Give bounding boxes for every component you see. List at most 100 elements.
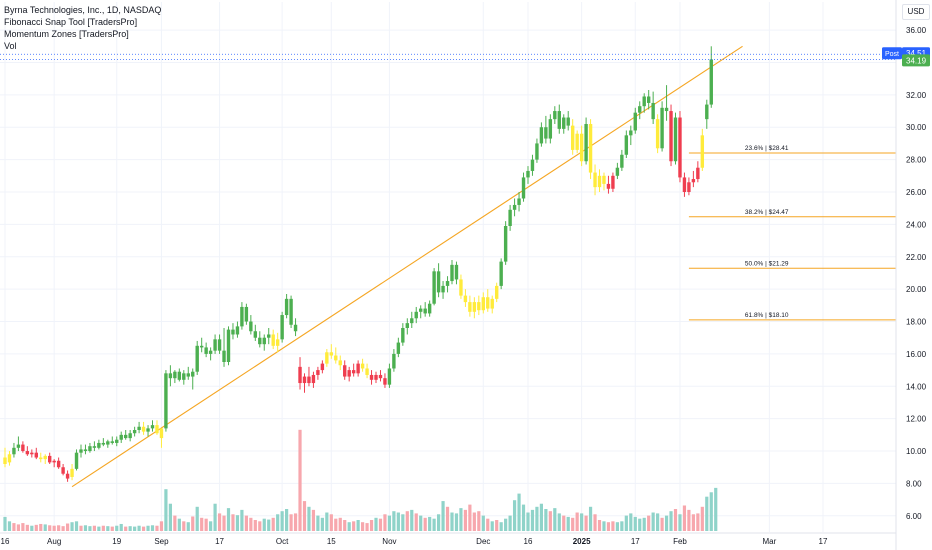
candle-body bbox=[414, 311, 418, 319]
fibonacci-levels: 23.6% | $28.41 38.2% | $24.47 50.0% | $21.… bbox=[688, 145, 896, 321]
volume-bar bbox=[57, 525, 61, 531]
volume-bar bbox=[61, 526, 65, 531]
candle-body bbox=[70, 468, 74, 477]
volume-bar bbox=[25, 524, 29, 531]
volume-bar bbox=[316, 515, 320, 531]
x-tick-label: 19 bbox=[112, 537, 121, 546]
volume-bar bbox=[387, 515, 392, 531]
x-tick-label: 17 bbox=[215, 537, 224, 546]
volume-bar bbox=[155, 525, 159, 531]
candle-body bbox=[43, 455, 47, 460]
volume-bar bbox=[244, 515, 248, 531]
candle-body bbox=[624, 135, 629, 155]
candle-body bbox=[481, 297, 485, 311]
candle-body bbox=[262, 337, 266, 345]
candle-body bbox=[477, 302, 481, 311]
volume-bar bbox=[267, 519, 271, 531]
candle-body bbox=[351, 370, 356, 374]
candle-body bbox=[267, 334, 271, 338]
volume-bar bbox=[276, 514, 280, 531]
volume-bar bbox=[34, 524, 38, 531]
candle-body bbox=[387, 368, 392, 385]
volume-bar bbox=[124, 526, 128, 531]
volume-bar bbox=[557, 513, 561, 531]
candle-body bbox=[383, 378, 387, 385]
x-tick-label: Sep bbox=[154, 537, 169, 546]
candle-body bbox=[588, 124, 593, 173]
candle-body bbox=[325, 352, 329, 364]
candle-body bbox=[293, 324, 298, 332]
volume-bar bbox=[459, 508, 463, 531]
y-tick-label: 6.00 bbox=[906, 512, 922, 521]
indicator-volume[interactable]: Vol bbox=[4, 41, 17, 51]
volume-bar bbox=[602, 521, 606, 531]
x-tick-label: Oct bbox=[276, 537, 289, 546]
x-tick-label: 17 bbox=[819, 537, 828, 546]
volume-bar bbox=[687, 509, 691, 531]
candle-body bbox=[12, 447, 16, 455]
indicator-momentum[interactable]: Momentum Zones [TradersPro] bbox=[4, 29, 129, 39]
candle-body bbox=[34, 452, 38, 458]
volume-bar bbox=[164, 489, 168, 531]
volume-bar bbox=[168, 503, 172, 531]
candle-body bbox=[508, 209, 512, 226]
volume-bar bbox=[530, 509, 535, 531]
volume-bar bbox=[629, 513, 633, 531]
candle-body bbox=[392, 353, 396, 369]
volume-bar bbox=[347, 522, 351, 531]
volume-bar bbox=[468, 504, 472, 531]
candle-body bbox=[593, 172, 597, 188]
candle-body bbox=[132, 430, 137, 434]
candle-body bbox=[503, 226, 508, 262]
reference-lines bbox=[0, 53, 896, 60]
volume-bar bbox=[329, 514, 333, 531]
candle-body bbox=[423, 308, 427, 314]
trend-line-layer[interactable] bbox=[71, 45, 743, 488]
candle-body bbox=[338, 360, 342, 366]
chart-title[interactable]: Byrna Technologies, Inc., 1D, NASDAQ bbox=[4, 5, 162, 15]
candle-body bbox=[664, 107, 669, 112]
y-tick-label: 22.00 bbox=[906, 253, 927, 262]
volume-bar bbox=[30, 525, 34, 531]
volume-bar bbox=[356, 520, 360, 531]
candle-body bbox=[146, 428, 150, 432]
volume-bar bbox=[43, 524, 47, 531]
fib-level-label: 61.8% | $18.10 bbox=[745, 312, 789, 319]
volume-bar bbox=[285, 509, 289, 531]
candle-body bbox=[660, 107, 664, 149]
candle-body bbox=[217, 339, 222, 351]
candle-body bbox=[25, 451, 30, 455]
volume-bar bbox=[571, 517, 575, 531]
volume-bar bbox=[235, 515, 240, 531]
candle-body bbox=[275, 339, 280, 346]
candle-body bbox=[642, 96, 646, 107]
volume-bar bbox=[580, 513, 584, 531]
x-tick-label: 16 bbox=[524, 537, 533, 546]
volume-bar bbox=[383, 514, 387, 531]
volume-bar bbox=[240, 509, 244, 531]
candle-body bbox=[213, 339, 217, 351]
candle-body bbox=[7, 454, 12, 463]
x-tick-label: 2025 bbox=[573, 537, 591, 546]
volume-bar bbox=[696, 513, 700, 531]
candle-body bbox=[222, 350, 226, 362]
candle-body bbox=[405, 323, 409, 328]
candle-body bbox=[191, 371, 195, 377]
volume-bars bbox=[3, 429, 718, 531]
indicator-fibonacci[interactable]: Fibonacci Snap Tool [TradersPro] bbox=[4, 17, 138, 27]
volume-bar bbox=[535, 506, 539, 531]
volume-bar bbox=[436, 514, 441, 531]
currency-button[interactable]: USD bbox=[902, 4, 930, 20]
volume-bar bbox=[97, 526, 101, 531]
volume-bar bbox=[119, 523, 123, 531]
candle-body bbox=[584, 124, 588, 162]
volume-bar bbox=[92, 525, 96, 531]
y-tick-label: 36.00 bbox=[906, 26, 927, 35]
volume-bar bbox=[553, 508, 557, 531]
candle-body bbox=[570, 125, 575, 150]
candle-body bbox=[106, 441, 110, 445]
candle-body bbox=[369, 374, 374, 380]
candle-body bbox=[164, 373, 168, 429]
